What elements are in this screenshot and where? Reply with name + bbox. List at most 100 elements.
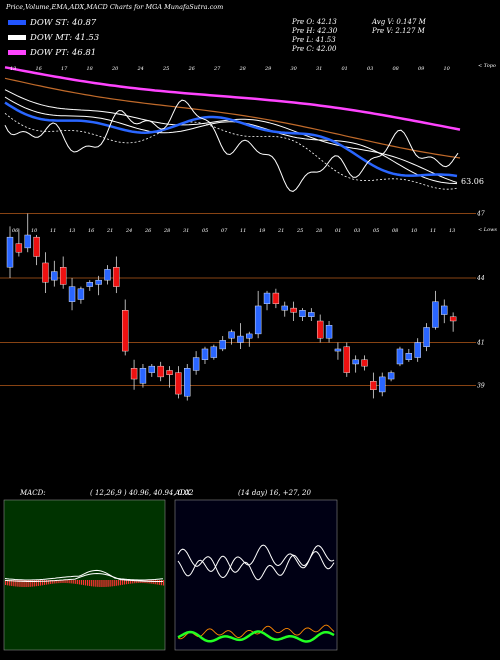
ema-top-tick-6: 25 xyxy=(162,66,169,72)
macd-bar-54 xyxy=(115,580,117,586)
ema-top-tick-8: 27 xyxy=(213,66,221,72)
stat-prev-low: Pre L: 41.53 xyxy=(292,36,336,44)
macd-bar-10 xyxy=(25,580,27,587)
macd-title: MACD: xyxy=(20,489,46,497)
macd-bar-46 xyxy=(99,580,101,587)
macd-bar-5 xyxy=(15,580,17,587)
ema-top-tick-3: 18 xyxy=(87,66,93,72)
macd-bar-11 xyxy=(27,580,29,587)
macd-bar-6 xyxy=(17,580,19,587)
adx-background xyxy=(174,499,338,651)
macd-bar-38 xyxy=(82,580,85,586)
ema-top-tick-14: 03 xyxy=(367,66,373,72)
ema-bottom-tick-10: 05 xyxy=(202,228,208,234)
ema-bottom-tick-11: 07 xyxy=(221,228,228,234)
legend-dow-mt: DOW MT: 41.53 xyxy=(8,33,99,43)
candle-body-0 xyxy=(6,236,14,268)
candle-body-37 xyxy=(334,348,342,352)
macd-bar-55 xyxy=(117,580,119,586)
macd-bar-74 xyxy=(156,580,158,585)
candle-body-34 xyxy=(308,312,315,317)
ema-bottom-tick-16: 28 xyxy=(315,228,322,234)
candle-body-13 xyxy=(122,310,129,352)
adx-minus-di-line xyxy=(177,624,335,640)
macd-bar-44 xyxy=(95,580,97,587)
dow-st-line xyxy=(4,101,458,178)
macd-bar-24 xyxy=(54,580,56,584)
ema-bottom-tick-8: 28 xyxy=(163,228,170,234)
candle-body-49 xyxy=(441,305,448,315)
macd-bar-20 xyxy=(46,580,48,585)
macd-bar-16 xyxy=(37,580,39,586)
macd-bar-39 xyxy=(84,580,87,586)
candle-body-21 xyxy=(192,357,200,371)
macd-bar-12 xyxy=(29,580,31,587)
candle-body-11 xyxy=(104,269,111,281)
macd-bar-61 xyxy=(130,580,132,584)
candle-body-43 xyxy=(387,372,395,380)
macd-bar-42 xyxy=(91,580,93,587)
candles xyxy=(6,213,457,401)
macd-bar-52 xyxy=(111,580,113,587)
macd-bar-34 xyxy=(74,580,76,584)
macd-bar-60 xyxy=(128,580,130,584)
candle-body-12 xyxy=(113,267,120,287)
macd-bar-30 xyxy=(66,580,68,584)
candle-body-33 xyxy=(299,310,306,317)
macd-bar-33 xyxy=(72,580,74,584)
macd-bar-14 xyxy=(33,580,35,587)
macd-bar-26 xyxy=(58,580,60,584)
candle-body-27 xyxy=(246,333,253,339)
candle-body-1 xyxy=(15,243,23,253)
stat-avg-volume: Avg V: 0.147 M xyxy=(372,18,426,26)
macd-bar-21 xyxy=(48,580,50,585)
macd-bar-13 xyxy=(31,580,33,587)
macd-bar-49 xyxy=(105,580,107,587)
candle-body-8 xyxy=(77,288,85,300)
stat-prev-close: Pre C: 42.00 xyxy=(292,45,337,53)
candle-body-45 xyxy=(405,353,413,360)
candle-body-26 xyxy=(237,335,244,343)
candle-body-7 xyxy=(68,286,76,302)
macd-params: ( 12,26,9 ) 40.96, 40.94, 0.02 xyxy=(90,489,194,497)
macd-bar-35 xyxy=(76,580,78,585)
ema-bottom-tick-2: 11 xyxy=(50,228,56,234)
candle-body-3 xyxy=(33,236,40,257)
candle-body-10 xyxy=(95,279,102,285)
ema-bottom-tick-21: 10 xyxy=(411,228,418,234)
legend-dow-st: DOW ST: 40.87 xyxy=(8,18,96,28)
candle-right-label: < Lows xyxy=(478,227,497,233)
price-label-1: 44 xyxy=(476,275,485,282)
ema-bottom-tick-22: 11 xyxy=(430,228,436,234)
legend-swatch-dow-mt xyxy=(8,35,26,40)
macd-bar-37 xyxy=(80,580,83,585)
candle-body-44 xyxy=(396,348,404,365)
macd-bar-19 xyxy=(43,580,46,585)
candle-body-35 xyxy=(316,320,324,339)
ema-bottom-tick-7: 26 xyxy=(144,228,152,234)
signal-dashed-line xyxy=(4,112,458,190)
ema-top-tick-2: 17 xyxy=(61,66,68,72)
macd-bar-1 xyxy=(7,580,9,586)
ema-top-tick-10: 29 xyxy=(264,66,272,72)
macd-bar-47 xyxy=(101,580,103,587)
macd-line xyxy=(4,569,164,581)
macd-bar-63 xyxy=(134,580,136,584)
macd-bar-3 xyxy=(11,580,13,586)
candle-body-30 xyxy=(272,292,280,304)
candle-body-28 xyxy=(254,305,262,335)
candle-body-50 xyxy=(449,316,457,322)
candle-body-18 xyxy=(166,370,173,375)
ema-top-tick-17: 10 xyxy=(444,66,451,72)
candle-body-9 xyxy=(86,282,93,287)
ema-top-tick-7: 26 xyxy=(188,66,196,72)
ema-bottom-tick-18: 03 xyxy=(354,228,360,234)
macd-bar-22 xyxy=(50,580,52,584)
dow-pt-line xyxy=(4,66,461,131)
macd-bar-66 xyxy=(140,580,142,583)
adx-trend-line xyxy=(177,630,335,643)
macd-bar-15 xyxy=(35,580,37,587)
macd-bar-40 xyxy=(87,580,89,586)
ema-top-tick-0: 13 xyxy=(10,66,16,72)
ema-top-tick-15: 08 xyxy=(393,66,399,72)
